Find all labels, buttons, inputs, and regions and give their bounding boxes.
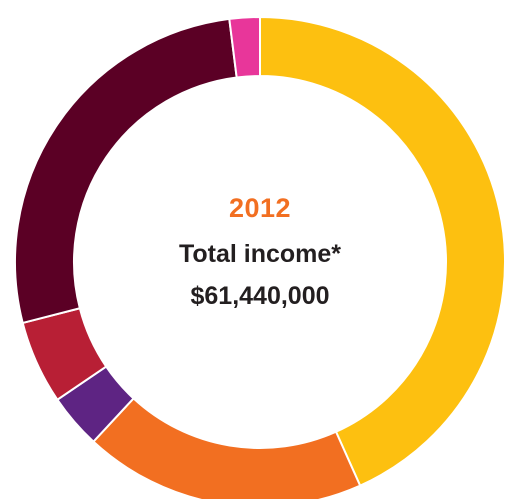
donut-slice-2 xyxy=(91,396,362,499)
chart-title: Total income* xyxy=(178,240,342,268)
donut-slice-6 xyxy=(228,15,261,79)
chart-year: 2012 xyxy=(228,193,292,223)
donut-slice-5 xyxy=(14,17,238,325)
donut-slice-1 xyxy=(259,15,505,487)
total-income-value: $61,440,000 xyxy=(190,282,330,310)
